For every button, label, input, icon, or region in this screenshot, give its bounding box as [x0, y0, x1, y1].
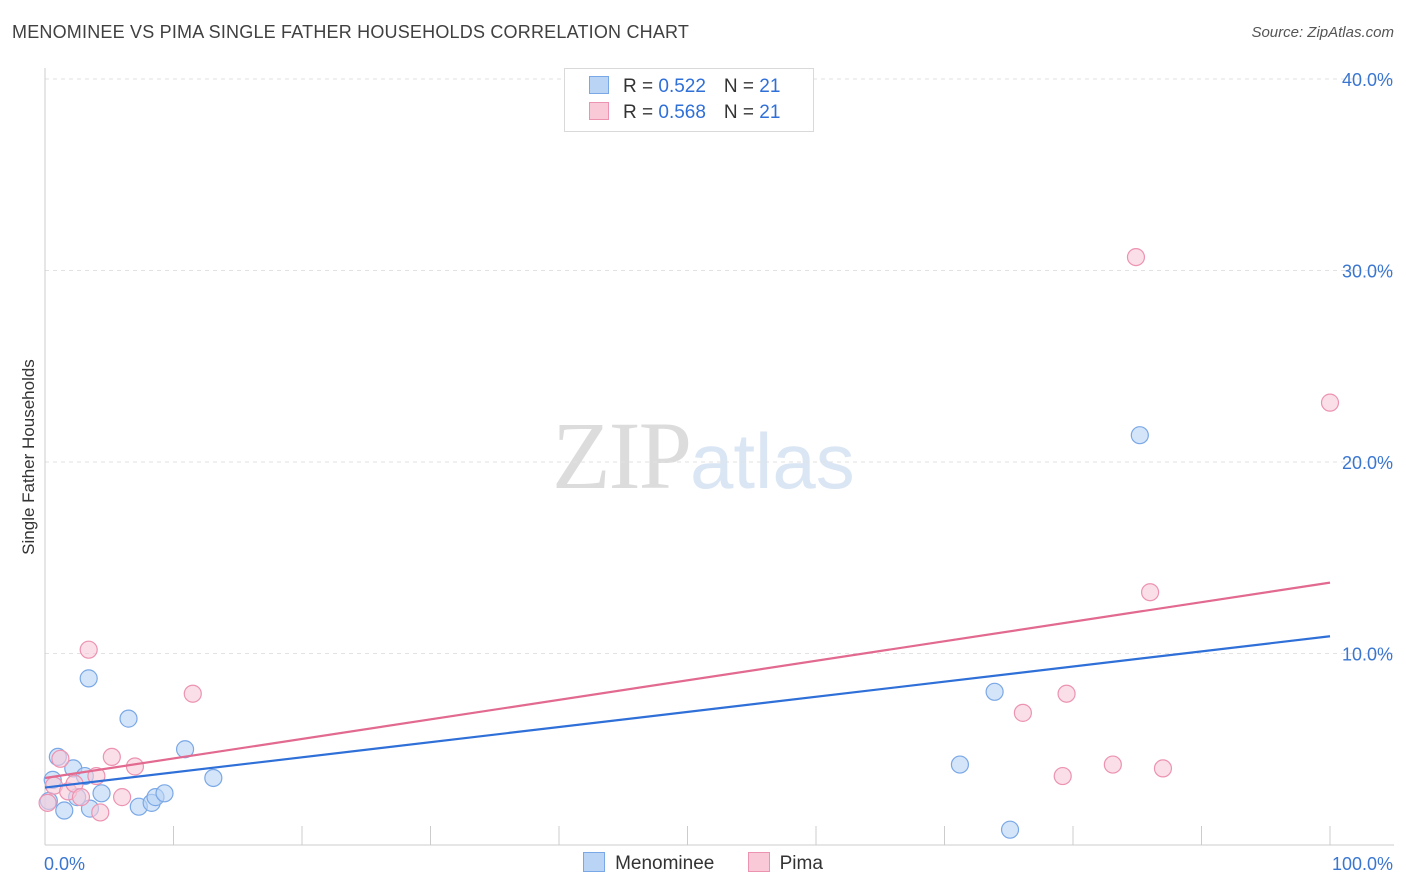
point-pima: [1053, 766, 1072, 786]
point-pima: [1013, 703, 1032, 722]
point-pima: [1153, 759, 1173, 778]
legend-r-value: 0.568: [658, 102, 706, 123]
point-pima: [38, 793, 57, 812]
legend-swatch-pima: [747, 852, 770, 872]
point-menominee: [155, 784, 174, 803]
source-label: Source: ZipAtlas.com: [1251, 24, 1394, 41]
point-menominee: [950, 755, 970, 774]
trend-line-pima: [44, 581, 1331, 780]
y-tick-label: 30.0%: [1342, 262, 1393, 282]
point-menominee: [1130, 426, 1149, 445]
point-pima: [79, 640, 98, 659]
point-pima: [71, 788, 91, 807]
chart-title: MENOMINEE VS PIMA SINGLE FATHER HOUSEHOL…: [12, 22, 690, 42]
point-pima: [1057, 684, 1076, 703]
legend-item-pima: Pima: [747, 852, 823, 875]
series-legend: Menominee Pima: [0, 852, 1406, 875]
legend-swatch-pima: [589, 102, 609, 120]
point-pima: [183, 684, 202, 703]
legend-label-pima: Pima: [779, 853, 823, 874]
y-tick-label: 40.0%: [1342, 70, 1393, 90]
legend-n-label: N =: [723, 76, 760, 97]
legend-swatch-menominee: [589, 76, 609, 94]
legend-row-menominee: R = 0.522 N = 21: [589, 76, 780, 100]
legend-n-label: N =: [723, 102, 760, 123]
y-tick-label: 20.0%: [1342, 453, 1393, 473]
point-menominee: [92, 784, 111, 803]
legend-label-menominee: Menominee: [615, 853, 715, 874]
legend-row-pima: R = 0.568 N = 21: [589, 102, 780, 126]
legend-item-menominee: Menominee: [583, 852, 714, 875]
point-pima: [1320, 393, 1340, 412]
point-pima: [91, 803, 110, 822]
legend-n-value: 21: [759, 102, 781, 123]
point-pima: [51, 749, 70, 768]
trend-line-menominee: [44, 635, 1331, 789]
point-pima: [1126, 247, 1146, 267]
legend-swatch-menominee: [583, 852, 606, 872]
watermark: ZIPatlas: [552, 400, 855, 511]
legend-r-value: 0.522: [658, 76, 706, 97]
correlation-legend: R = 0.522 N = 21 R = 0.568 N = 21: [564, 68, 814, 132]
point-menominee: [79, 669, 98, 688]
point-menominee: [1000, 820, 1020, 839]
watermark-zip: ZIP: [552, 402, 692, 509]
x-tick-label: 100.0%: [1332, 854, 1393, 874]
point-pima: [1103, 755, 1122, 774]
point-menominee: [985, 682, 1004, 701]
point-menominee: [55, 801, 74, 820]
point-pima: [102, 747, 121, 767]
point-menominee: [119, 709, 138, 728]
y-tick-label: 10.0%: [1342, 645, 1393, 665]
legend-n-value: 21: [759, 76, 781, 97]
legend-r-label: R =: [623, 76, 659, 97]
point-menominee: [204, 768, 223, 788]
watermark-atlas: atlas: [690, 417, 855, 505]
x-tick-label: 0.0%: [44, 854, 85, 874]
point-pima: [1140, 583, 1160, 602]
legend-r-label: R =: [623, 102, 659, 123]
point-pima: [112, 788, 132, 807]
point-pima: [125, 757, 145, 776]
